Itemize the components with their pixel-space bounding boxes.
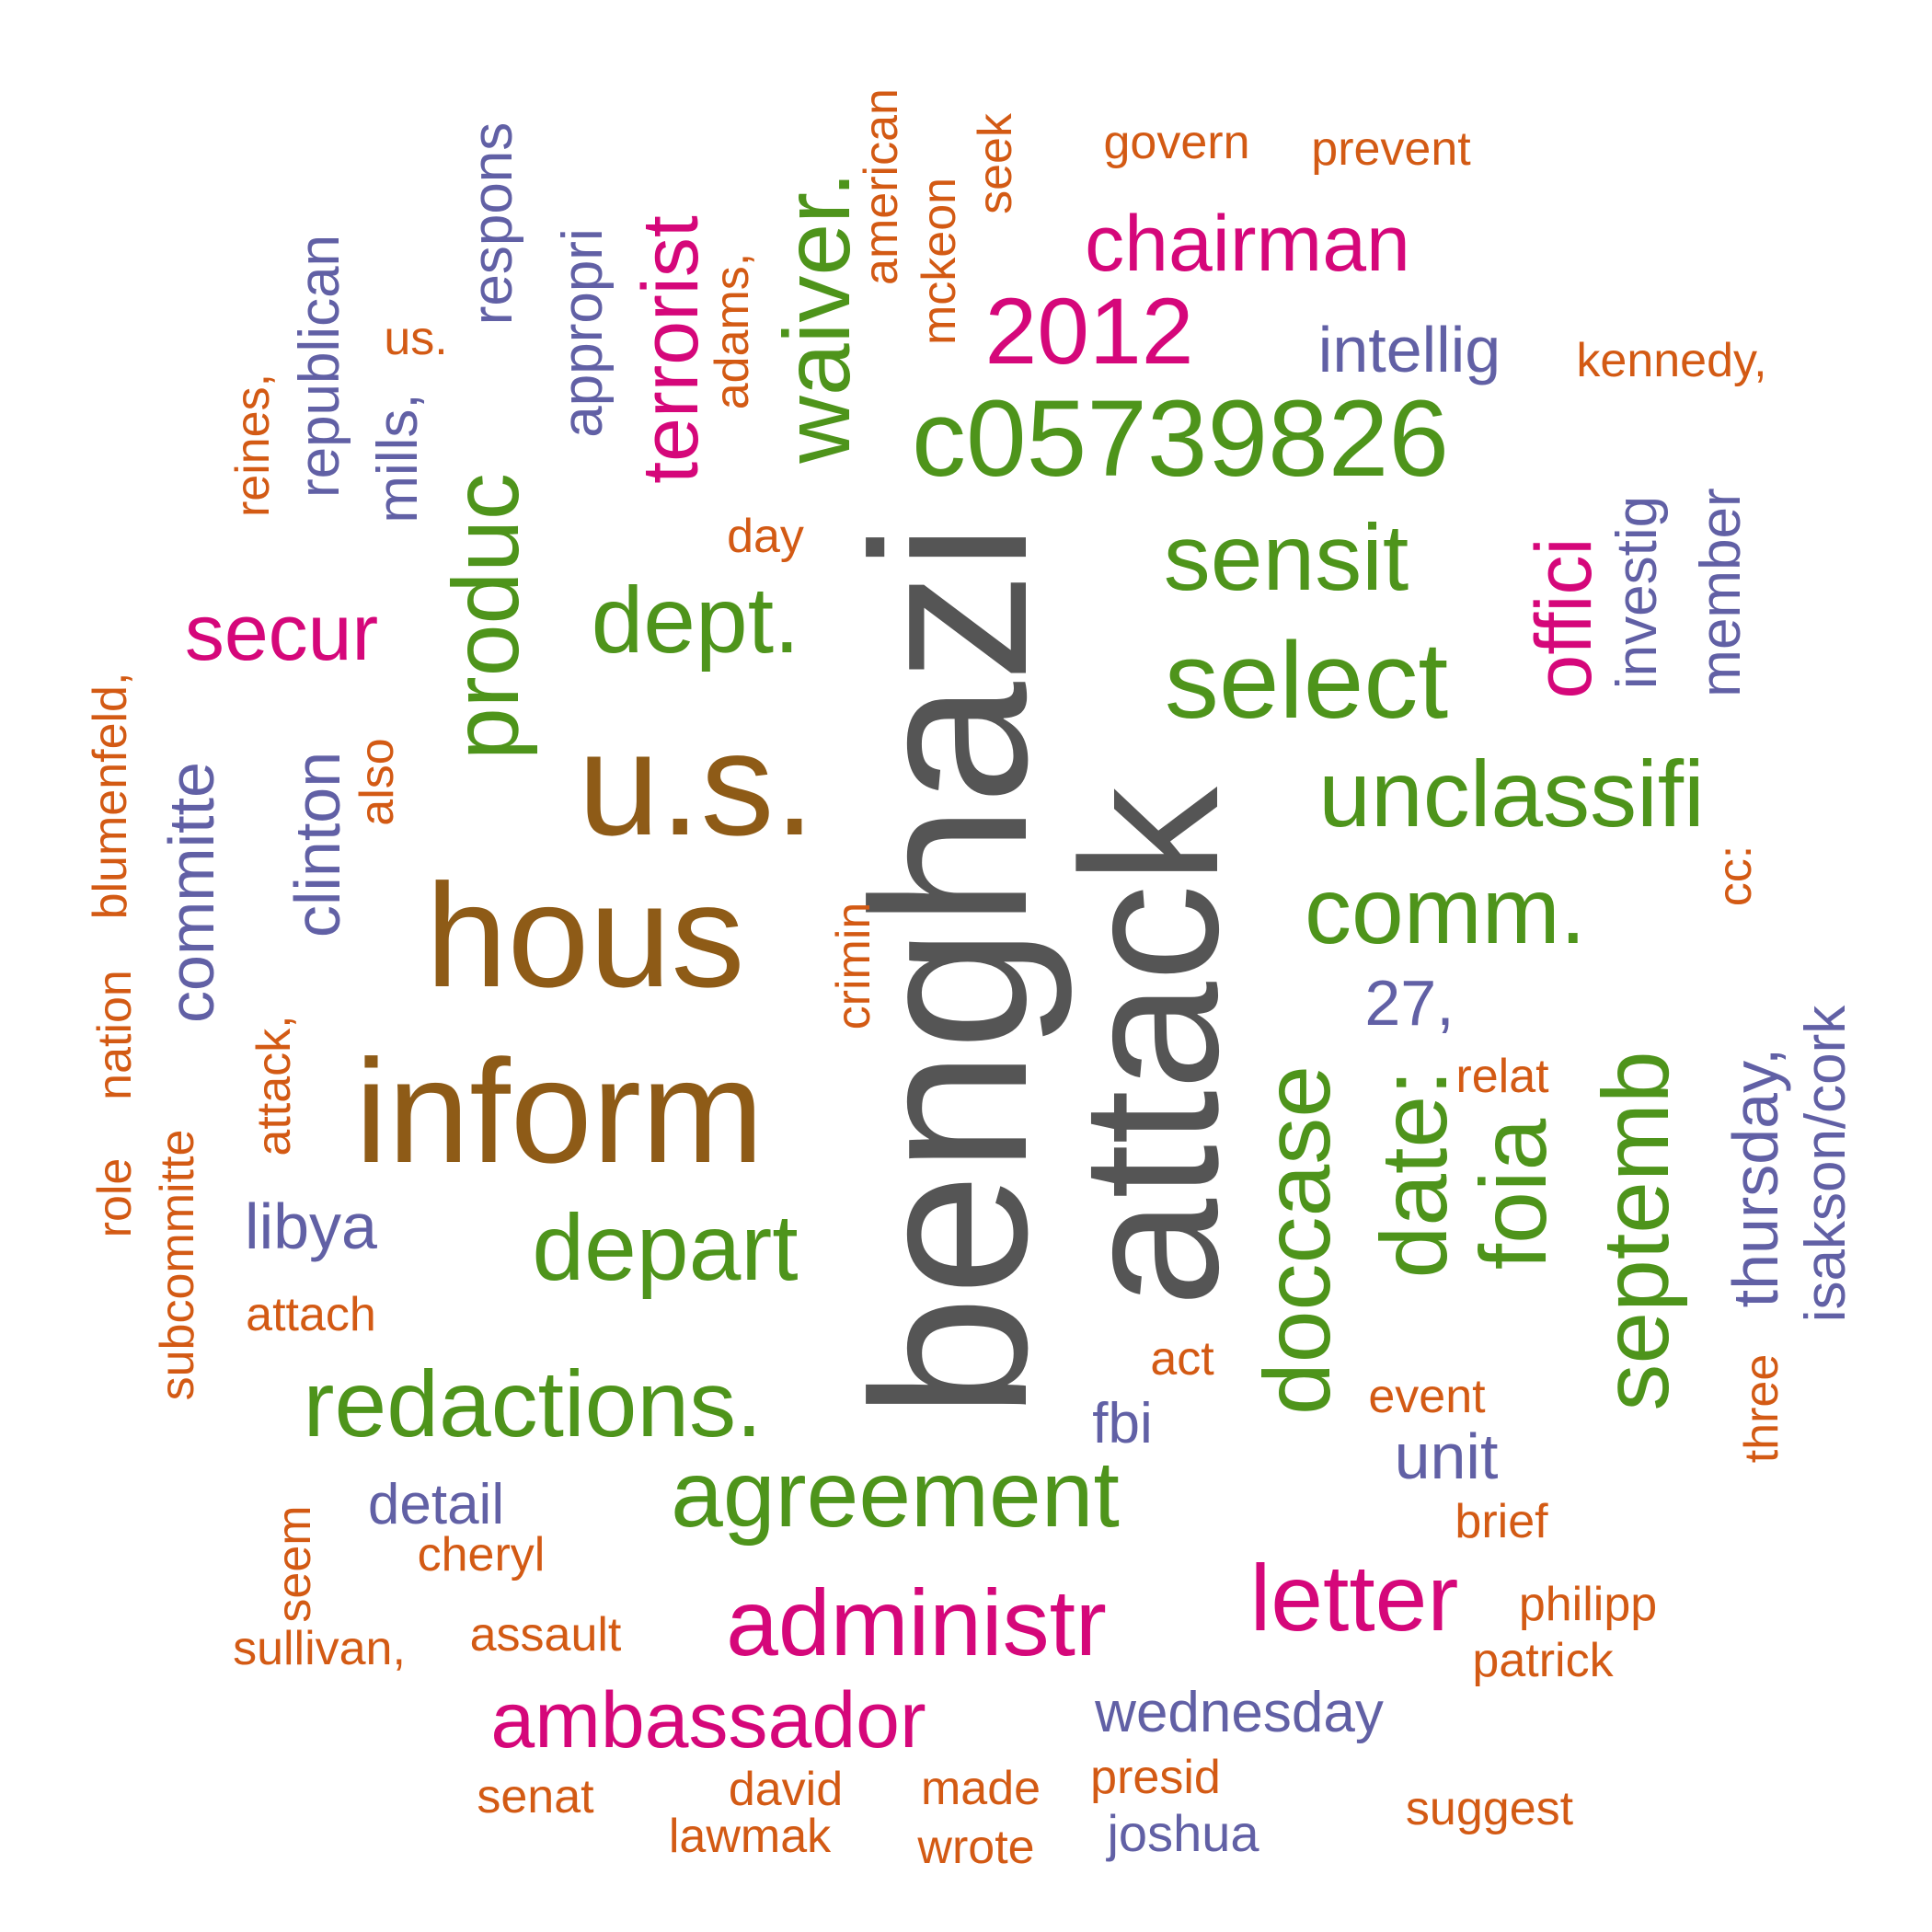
word-role: role xyxy=(88,1157,142,1238)
word-waiver: waiver. xyxy=(765,171,869,464)
word-seem: seem xyxy=(268,1505,321,1623)
word-foia: foia xyxy=(1461,1118,1566,1271)
word-day: day xyxy=(727,510,804,563)
word-nation: nation xyxy=(88,970,142,1100)
word-american: american xyxy=(855,88,908,285)
word-philipp: philipp xyxy=(1518,1578,1658,1631)
word-sensit: sensit xyxy=(1163,505,1409,610)
word-mills: mills, xyxy=(366,393,430,523)
word-respons: respons xyxy=(461,121,524,326)
word-attack-comma: attack, xyxy=(247,1015,301,1156)
word-sullivan: sullivan, xyxy=(233,1622,406,1675)
word-appropri: appropri xyxy=(551,228,615,438)
word-septemb: septemb xyxy=(1583,1051,1688,1411)
word-david: david xyxy=(728,1763,844,1816)
word-offici: offici xyxy=(1520,537,1608,699)
word-thursday: thursday, xyxy=(1719,1047,1791,1308)
word-redactions: redactions. xyxy=(303,1351,763,1456)
word-blumenfeld: blumenfeld, xyxy=(84,672,137,920)
word-lawmak: lawmak xyxy=(668,1810,832,1863)
word-terrorist: terrorist xyxy=(627,215,715,484)
word-committe: committe xyxy=(155,762,227,1023)
word-depart: depart xyxy=(532,1195,799,1300)
word-also: also xyxy=(351,738,404,826)
word-ambassador: ambassador xyxy=(490,1676,926,1765)
word-letter: letter xyxy=(1249,1546,1459,1650)
word-comm: comm. xyxy=(1305,858,1586,963)
word-unit: unit xyxy=(1394,1420,1499,1492)
word-brief: brief xyxy=(1455,1495,1548,1548)
word-chairman: chairman xyxy=(1085,200,1410,288)
word-member: member xyxy=(1689,488,1753,697)
word-isakson-cork: isakson/cork xyxy=(1794,1005,1857,1323)
word-us: us. xyxy=(384,312,448,365)
word-mckeon: mckeon xyxy=(913,177,966,346)
word-detail: detail xyxy=(367,1473,505,1536)
word-event: event xyxy=(1368,1370,1486,1423)
word-c05739826: c05739826 xyxy=(911,378,1450,500)
word-joshua: joshua xyxy=(1107,1804,1259,1862)
word-unclassifi: unclassifi xyxy=(1318,742,1705,846)
word-attach: attach xyxy=(246,1288,376,1341)
word-crimin: crimin xyxy=(827,902,880,1030)
word-attack: attack xyxy=(1041,787,1259,1307)
word-subcommitte: subcommitte xyxy=(151,1129,204,1401)
word-three: three xyxy=(1735,1353,1788,1464)
word-inform: inform xyxy=(354,1029,765,1193)
word-seek: seek xyxy=(969,113,1022,214)
word-administr: administr xyxy=(726,1570,1107,1675)
word-produc: produc xyxy=(433,473,538,760)
word-investig: investig xyxy=(1605,495,1669,690)
word-agreement: agreement xyxy=(671,1442,1120,1547)
word-republican: republican xyxy=(288,234,351,499)
word-prevent: prevent xyxy=(1311,122,1471,176)
word-fbi: fbi xyxy=(1092,1392,1153,1455)
word-senat: senat xyxy=(477,1770,594,1823)
word-reines: reines, xyxy=(226,373,280,518)
word-doccase: doccase xyxy=(1245,1065,1350,1415)
word-presid: presid xyxy=(1090,1751,1221,1804)
word-clinton: clinton xyxy=(282,751,353,938)
word-act: act xyxy=(1150,1332,1214,1386)
word-adams: adams, xyxy=(706,252,759,410)
word-patrick: patrick xyxy=(1472,1634,1614,1687)
word-made: made xyxy=(920,1762,1041,1815)
word-wednesday: wednesday xyxy=(1095,1681,1384,1744)
word-assault: assault xyxy=(469,1608,622,1662)
word-libya: libya xyxy=(245,1190,377,1262)
word-27: 27, xyxy=(1364,967,1455,1039)
word-cc: cc: xyxy=(1708,845,1762,907)
word-hous: hous xyxy=(425,853,745,1018)
word-wrote: wrote xyxy=(917,1821,1035,1874)
word-2012: 2012 xyxy=(984,279,1194,384)
word-suggest: suggest xyxy=(1405,1782,1574,1835)
word-u-s: u.s. xyxy=(578,701,815,866)
word-select: select xyxy=(1164,620,1449,742)
word-dept: dept. xyxy=(591,568,800,673)
word-relat: relat xyxy=(1455,1050,1549,1103)
word-intellig: intellig xyxy=(1317,314,1501,385)
word-kennedy: kennedy, xyxy=(1576,334,1767,387)
word-govern: govern xyxy=(1103,116,1250,169)
word-date: date: xyxy=(1362,1069,1466,1279)
word-cheryl: cheryl xyxy=(417,1528,546,1581)
word-secur: secur xyxy=(184,589,379,677)
